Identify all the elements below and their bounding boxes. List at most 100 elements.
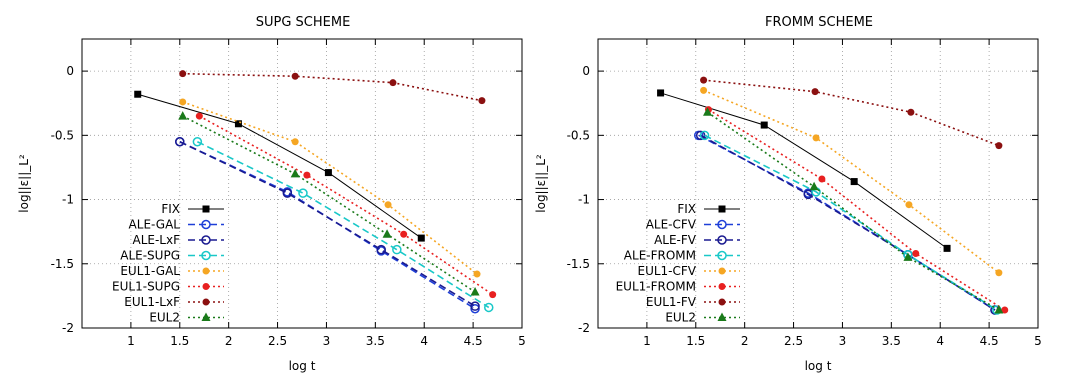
data-point (417, 234, 425, 242)
legend-marker (718, 205, 726, 213)
legend-label: EUL1-LxF (124, 295, 180, 309)
x-tick-label: 1 (643, 334, 651, 348)
data-point (903, 252, 913, 261)
legend-marker (201, 312, 211, 321)
y-tick-label: -2 (578, 321, 590, 335)
y-axis-label: log||ε||_L² (17, 154, 31, 213)
data-point (809, 181, 819, 191)
legend-marker (201, 250, 211, 261)
x-tick-label: 5 (1034, 334, 1042, 348)
series-line (707, 111, 1000, 311)
data-point (392, 244, 402, 255)
x-axis-label: log t (805, 359, 832, 373)
legend-marker (718, 267, 726, 275)
data-point (812, 134, 820, 142)
legend-marker (202, 298, 210, 306)
chart-supg: 1 1.5 2 2.5 3 3.5 4 4.5 5 0 -0.5 -1 -1.5 -2 SUPG SCHEM… (17, 15, 526, 373)
data-point (384, 201, 392, 209)
chart-title: FROMM SCHEME (765, 15, 873, 30)
x-tick-label: 2 (225, 334, 233, 348)
data-point (850, 178, 858, 186)
x-tick-label: 4.5 (464, 334, 483, 348)
data-point (700, 76, 708, 84)
y-tick-label: 0 (66, 64, 74, 78)
legend-label: ALE-FROMM (624, 249, 696, 263)
legend-marker (717, 235, 727, 245)
data-point (179, 98, 187, 106)
x-tick-label: 1.5 (170, 334, 189, 348)
legend-label: EUL1-CFV (637, 264, 696, 278)
legend-label: FIX (677, 202, 696, 216)
x-tick-label: 4 (420, 334, 428, 348)
legend-label: EUL1-FV (646, 295, 697, 309)
y-tick-label: -1 (62, 193, 74, 207)
data-point (298, 188, 308, 198)
data-point (811, 88, 819, 96)
data-point (699, 130, 710, 141)
data-point (470, 287, 480, 296)
y-tick-label: 0 (582, 64, 590, 78)
legend-marker (201, 219, 211, 230)
legend-label: EUL2 (149, 311, 180, 325)
data-point (179, 70, 187, 78)
legend-marker (202, 205, 210, 213)
data-point (303, 171, 311, 179)
x-tick-label: 5 (518, 334, 526, 348)
data-point (175, 137, 185, 147)
y-tick-label: -2 (62, 321, 74, 335)
data-point (324, 169, 332, 177)
series-line (182, 72, 483, 102)
legend-label: FIX (161, 202, 180, 216)
data-point (400, 230, 408, 238)
data-point (376, 244, 386, 255)
legend-label: EUL1-SUPG (112, 280, 180, 294)
series-line (179, 141, 476, 307)
series-line (198, 115, 494, 296)
data-point (134, 90, 142, 98)
data-point (290, 168, 300, 178)
data-point (700, 86, 708, 94)
data-point (389, 79, 397, 87)
chart-fromm: 1 1.5 2 2.5 3 3.5 4 4.5 5 0 -0.5 -1 -1.5 -2 FROMM SCHE… (534, 15, 1042, 373)
legend-marker (717, 312, 727, 321)
y-tick-label: -1.5 (51, 257, 74, 271)
x-tick-label: 2.5 (784, 334, 803, 348)
series-line (703, 89, 1000, 274)
data-point (470, 303, 480, 314)
x-tick-label: 3.5 (882, 334, 901, 348)
y-tick-label: -1 (578, 193, 590, 207)
series-line (137, 93, 422, 239)
x-tick-label: 2 (741, 334, 749, 348)
y-axis-label: log||ε||_L² (534, 154, 548, 213)
data-point (234, 120, 242, 128)
x-tick-label: 3 (839, 334, 847, 348)
y-tick-label: -0.5 (51, 128, 74, 142)
data-point (907, 108, 915, 116)
legend-marker (201, 235, 211, 245)
series-line (703, 79, 1000, 147)
series-line (182, 101, 478, 275)
data-point (195, 112, 203, 120)
series-line (182, 115, 476, 293)
data-point (905, 201, 913, 209)
data-point (760, 121, 768, 129)
legend-marker (718, 283, 726, 290)
x-tick-label: 3 (323, 334, 331, 348)
legend-label: ALE-SUPG (120, 249, 180, 263)
legend-marker (718, 298, 726, 306)
legend-label: ALE-FV (654, 233, 697, 247)
legend-label: EUL1-FROMM (616, 280, 696, 294)
data-point (995, 142, 1003, 150)
legend-marker (202, 283, 210, 290)
plot-frame (597, 38, 1039, 329)
data-point (470, 301, 480, 311)
data-point (703, 107, 713, 116)
legend-label: ALE-LxF (133, 233, 181, 247)
x-tick-label: 1 (127, 334, 135, 348)
data-point (943, 244, 951, 252)
data-point (382, 229, 392, 238)
x-tick-label: 4 (936, 334, 944, 348)
legend-marker (202, 267, 210, 275)
legend-label: ALE-GAL (129, 218, 181, 232)
